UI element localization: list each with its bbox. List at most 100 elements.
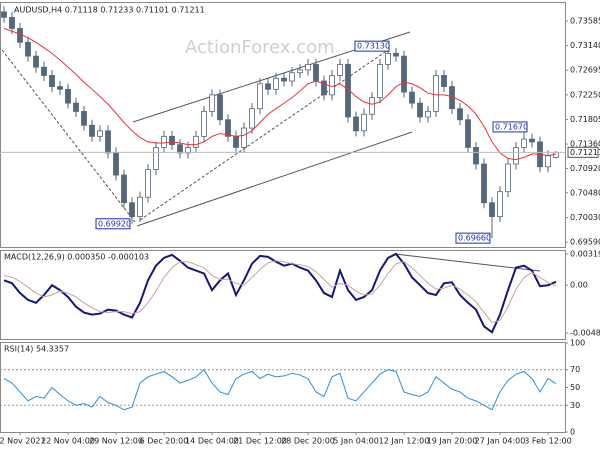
- candle-body: [89, 124, 95, 137]
- candle-body: [401, 55, 407, 93]
- x-tick-label: 12 Nov 2021: [0, 437, 46, 446]
- annotation-label: 0.73130: [357, 42, 390, 51]
- x-tick-label: 29 Nov 12:00: [89, 437, 143, 446]
- y-tick-label: 30: [570, 401, 580, 410]
- candle-body: [529, 138, 535, 143]
- candle-body: [513, 147, 519, 165]
- candle-body: [409, 91, 415, 104]
- candle-body: [489, 202, 495, 217]
- x-tick-label: 28 Dec 20:00: [281, 437, 335, 446]
- candle-body: [225, 119, 231, 137]
- annotation-label: 0.71670: [495, 122, 528, 131]
- annotation-box: [95, 218, 131, 230]
- annotation-box: [455, 232, 491, 244]
- candle-body: [545, 155, 551, 168]
- candle-body: [505, 163, 511, 193]
- x-tick-label: 3 Feb 12:00: [524, 437, 571, 446]
- y-tick-label: 0.003199: [570, 249, 600, 258]
- x-tick-label: 14 Dec 04:00: [185, 437, 239, 446]
- candle-body: [161, 135, 167, 148]
- candle-body: [145, 169, 151, 198]
- rsi-panel-frame: [0, 342, 566, 433]
- x-tick-label: 22 Nov 04:00: [41, 437, 95, 446]
- candle-body: [185, 147, 191, 154]
- y-tick-label: -0.004887: [570, 329, 600, 338]
- indicator-line: [3, 252, 557, 334]
- moving-average: [3, 27, 557, 161]
- x-tick-label: 21 Dec 12:00: [233, 437, 287, 446]
- candle-body: [233, 135, 239, 148]
- candle-body: [521, 138, 527, 148]
- candle-body: [129, 202, 135, 217]
- candle-body: [241, 127, 247, 148]
- x-tick-label: 12 Jan 12:00: [379, 437, 430, 446]
- y-tick-label: 0.72695: [570, 66, 600, 75]
- candle-body: [137, 196, 143, 217]
- y-tick-label: 0.73585: [570, 16, 600, 25]
- candle-body: [433, 75, 439, 112]
- x-tick-label: 19 Jan 20:00: [427, 437, 478, 446]
- candle-body: [313, 64, 319, 82]
- y-tick-label: 0.70480: [570, 188, 600, 197]
- candle-body: [281, 77, 287, 82]
- candle-body: [321, 80, 327, 96]
- candle-body: [193, 135, 199, 148]
- candle-body: [377, 64, 383, 99]
- candle-body: [97, 130, 103, 137]
- candle-body: [201, 111, 207, 137]
- candle-body: [121, 174, 127, 204]
- y-tick-label: 0.71360: [570, 140, 600, 149]
- x-tick-label: 6 Dec 20:00: [140, 437, 189, 446]
- annotation-label: 0.69920: [98, 219, 131, 228]
- y-tick-label: 0.70920: [570, 164, 600, 173]
- candle-body: [289, 72, 295, 82]
- candle-body: [337, 64, 343, 76]
- dashed-trend: [1, 49, 136, 223]
- annotation-box: [354, 40, 390, 52]
- watermark: ActionForex.com: [185, 37, 335, 58]
- y-tick-label: 50: [570, 383, 580, 392]
- macd-trendline: [394, 253, 541, 272]
- candle-body: [457, 108, 463, 121]
- y-tick-label: 0.69590: [570, 238, 600, 247]
- candle-body: [57, 86, 63, 90]
- price-panel-frame: [0, 2, 566, 248]
- candle-body: [385, 52, 391, 65]
- candle-body: [369, 97, 375, 115]
- y-tick-label: 0.00: [570, 281, 588, 290]
- candle-body: [417, 102, 423, 118]
- candle-body: [465, 119, 471, 148]
- candle-body: [361, 113, 367, 132]
- y-tick-label: 0.72250: [570, 90, 600, 99]
- candle-body: [169, 135, 175, 146]
- candle-body: [25, 41, 31, 57]
- macd-title: MACD(12,26,9) 0.000350 -0.000103: [4, 253, 149, 262]
- annotation-box: [492, 121, 528, 133]
- candle-body: [473, 147, 479, 165]
- x-tick-label: 27 Jan 04:00: [475, 437, 526, 446]
- x-tick-label: 5 Jan 04:00: [333, 437, 379, 446]
- y-tick-label: 70: [570, 365, 580, 374]
- candle-body: [345, 64, 351, 118]
- candle-body: [105, 130, 111, 154]
- candle-body: [305, 64, 311, 71]
- channel-lower: [136, 131, 413, 227]
- candle-body: [329, 75, 335, 96]
- y-tick-label: 0.71805: [570, 115, 600, 124]
- candle-body: [81, 111, 87, 126]
- candle-body: [441, 75, 447, 87]
- candle-body: [33, 55, 39, 68]
- candle-body: [209, 94, 215, 112]
- last-price-box: [567, 146, 599, 158]
- y-tick-label: 100: [570, 339, 585, 348]
- macd-panel-frame: [0, 250, 566, 340]
- candle-body: [41, 66, 47, 76]
- candle-body: [297, 69, 303, 74]
- candle-body: [393, 52, 399, 57]
- indicator-line: [3, 260, 557, 323]
- candle-body: [249, 108, 255, 129]
- rsi-title: RSI(14) 54.3357: [4, 345, 69, 354]
- indicator-line: [3, 368, 557, 411]
